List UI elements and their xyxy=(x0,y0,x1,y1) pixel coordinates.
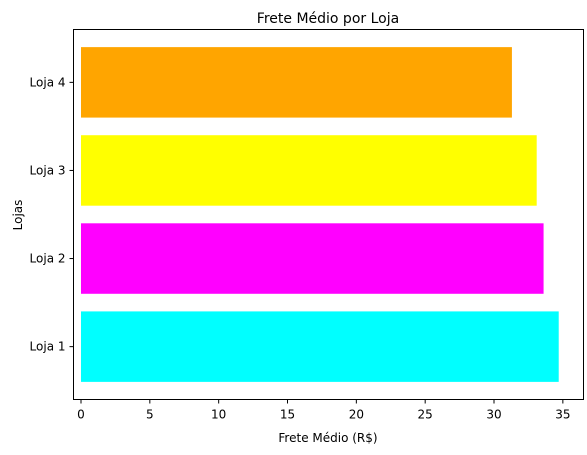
x-axis: 0 5 10 15 20 25 30 35 xyxy=(77,400,570,422)
y-tick-label: Loja 1 xyxy=(30,340,66,354)
x-tick-label: 5 xyxy=(146,408,154,422)
x-tick-label: 25 xyxy=(418,408,433,422)
bar-loja-4 xyxy=(81,47,512,117)
bar-loja-2 xyxy=(81,223,544,293)
x-tick-label: 35 xyxy=(555,408,570,422)
y-tick-label: Loja 2 xyxy=(30,252,66,266)
y-axis-label: Lojas xyxy=(11,200,25,231)
x-axis-label: Frete Médio (R$) xyxy=(278,431,377,445)
y-tick-label: Loja 3 xyxy=(30,163,66,177)
chart-title: Frete Médio por Loja xyxy=(257,11,399,27)
x-tick-label: 20 xyxy=(349,408,364,422)
x-tick-label: 0 xyxy=(77,408,85,422)
y-tick-label: Loja 4 xyxy=(30,75,66,89)
x-tick-label: 15 xyxy=(280,408,295,422)
y-axis: Loja 1 Loja 2 Loja 3 Loja 4 xyxy=(30,75,74,353)
x-tick-label: 30 xyxy=(486,408,501,422)
x-tick-label: 10 xyxy=(211,408,226,422)
bars-layer xyxy=(81,47,559,382)
bar-loja-1 xyxy=(81,311,559,381)
bar-loja-3 xyxy=(81,135,537,205)
